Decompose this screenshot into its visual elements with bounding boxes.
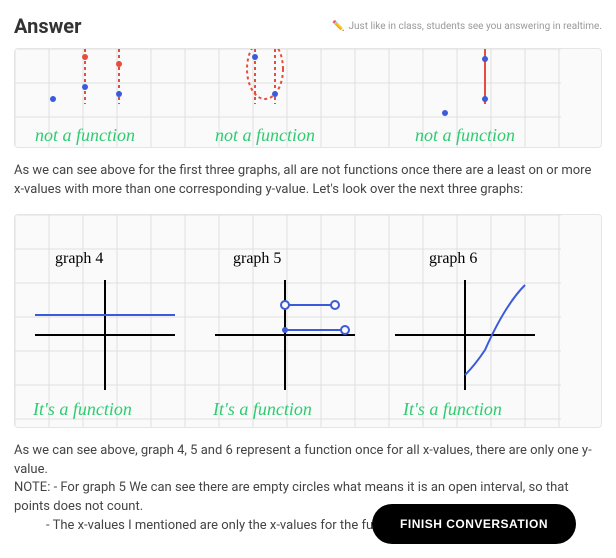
graphs-1-3-svg: not a function not a function not a functi… (15, 49, 561, 148)
graphs-4-6-svg: graph 4 It's a function graph 5 It's a func… (15, 215, 561, 428)
pencil-icon: ✏️ (332, 21, 344, 32)
svg-text:not a function: not a function (415, 125, 515, 145)
svg-text:graph 5: graph 5 (233, 250, 281, 267)
graph-panel-mid: graph 4 It's a function graph 5 It's a func… (14, 214, 602, 428)
paragraph-1: As we can see above for the first three … (14, 162, 602, 200)
svg-text:It's a function: It's a function (402, 399, 502, 419)
finish-conversation-button[interactable]: FINISH CONVERSATION (372, 504, 576, 544)
svg-text:graph 6: graph 6 (429, 250, 477, 267)
subtitle: ✏️ Just like in class, students see you … (332, 21, 602, 32)
svg-text:graph 4: graph 4 (55, 250, 103, 267)
svg-text:It's a function: It's a function (32, 399, 132, 419)
svg-text:not a function: not a function (215, 125, 315, 145)
svg-text:not a function: not a function (35, 125, 135, 145)
svg-text:It's a function: It's a function (212, 399, 312, 419)
subtitle-text: Just like in class, students see you ans… (349, 21, 603, 32)
header-row: Answer ✏️ Just like in class, students s… (14, 14, 602, 38)
page-title: Answer (14, 14, 81, 38)
graph-panel-top: not a function not a function not a functi… (14, 48, 602, 148)
p2-line1: As we can see above, graph 4, 5 and 6 re… (14, 442, 602, 480)
answer-page: Answer ✏️ Just like in class, students s… (0, 0, 616, 536)
